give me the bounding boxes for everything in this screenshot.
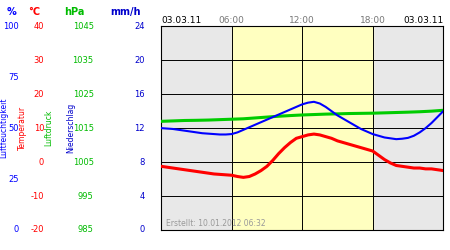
Text: -10: -10: [31, 192, 44, 200]
Text: Niederschlag: Niederschlag: [67, 103, 76, 153]
Text: 50: 50: [9, 124, 19, 132]
Text: 10: 10: [34, 124, 44, 132]
Text: 25: 25: [9, 174, 19, 184]
Text: 40: 40: [34, 22, 44, 31]
Text: °C: °C: [28, 8, 40, 18]
Text: -20: -20: [31, 226, 44, 234]
Bar: [232, 26, 373, 230]
Text: 0: 0: [14, 226, 19, 234]
Text: 24: 24: [135, 22, 145, 31]
Text: 0: 0: [140, 226, 145, 234]
Text: Temperatur: Temperatur: [18, 106, 27, 150]
Text: 20: 20: [34, 90, 44, 99]
Text: 1035: 1035: [72, 56, 94, 65]
Text: mm/h: mm/h: [110, 8, 140, 18]
Text: Luftdruck: Luftdruck: [44, 110, 53, 146]
Text: 1015: 1015: [72, 124, 94, 132]
Text: 1025: 1025: [72, 90, 94, 99]
Text: 03.03.11: 03.03.11: [403, 16, 443, 25]
Text: 8: 8: [140, 158, 145, 166]
Text: 985: 985: [78, 226, 94, 234]
Text: 1005: 1005: [72, 158, 94, 166]
Text: hPa: hPa: [64, 8, 85, 18]
Text: %: %: [6, 8, 16, 18]
Text: Luftfeuchtigkeit: Luftfeuchtigkeit: [0, 98, 8, 158]
Text: 4: 4: [140, 192, 145, 200]
Text: 75: 75: [8, 73, 19, 82]
Text: 100: 100: [3, 22, 19, 31]
Text: 0: 0: [39, 158, 44, 166]
Text: 995: 995: [78, 192, 94, 200]
Text: Erstellt: 10.01.2012 06:32: Erstellt: 10.01.2012 06:32: [166, 218, 265, 228]
Text: 16: 16: [134, 90, 145, 99]
Text: 20: 20: [135, 56, 145, 65]
Text: 12: 12: [135, 124, 145, 132]
Text: 1045: 1045: [72, 22, 94, 31]
Text: 03.03.11: 03.03.11: [161, 16, 201, 25]
Text: 30: 30: [33, 56, 44, 65]
